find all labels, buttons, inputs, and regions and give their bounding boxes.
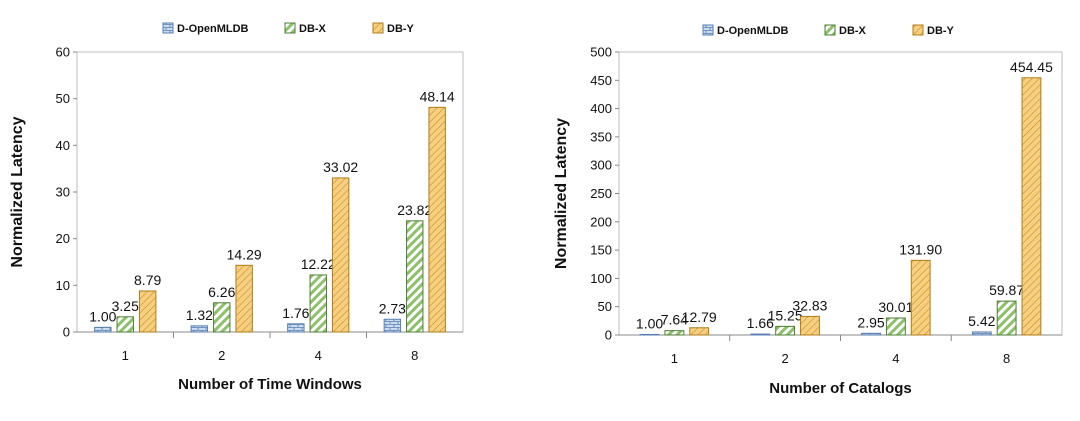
legend-label-db-x: DB-X xyxy=(839,25,867,37)
legend-swatch-d-openmldb xyxy=(162,22,174,34)
plot-frame xyxy=(76,51,464,333)
legend-swatch-db-y xyxy=(372,22,384,34)
bar-d-openmldb xyxy=(750,333,771,336)
y-tick-label: 400 xyxy=(590,101,612,116)
x-axis-title: Number of Time Windows xyxy=(178,376,362,393)
data-label: 30.01 xyxy=(878,299,913,315)
bar-d-openmldb xyxy=(383,318,402,333)
bar-db-x xyxy=(116,316,134,333)
y-tick-label: 500 xyxy=(590,45,612,60)
bar-db-y xyxy=(910,259,931,336)
x-tick-label: 8 xyxy=(1003,351,1010,366)
legend-swatch-d-openmldb xyxy=(702,24,714,36)
y-tick-label: 300 xyxy=(590,158,612,173)
data-label: 5.42 xyxy=(968,313,995,329)
bar-db-y xyxy=(331,177,350,333)
bar-db-y xyxy=(428,106,446,333)
chart-time-windows: 0 10 20 30 40 50 60 1 1.003.25 8.79 2 1.32 6.26 14.29… xyxy=(9,22,464,393)
data-label: 2.95 xyxy=(857,314,884,330)
legend-label-db-x: DB-X xyxy=(299,23,327,35)
legend-label-db-y: DB-Y xyxy=(387,23,415,35)
bar-d-openmldb xyxy=(861,332,881,336)
data-label: 1.00 xyxy=(89,308,116,324)
bar-db-y xyxy=(235,264,253,333)
y-tick-label: 0 xyxy=(63,325,70,340)
bar-db-x xyxy=(775,325,796,336)
data-label: 48.14 xyxy=(420,88,455,104)
y-tick-label: 50 xyxy=(56,91,70,106)
y-axis-title: Normalized Latency xyxy=(9,116,26,267)
y-tick-label: 100 xyxy=(590,271,612,286)
bar-db-y xyxy=(800,315,820,336)
y-tick-label: 50 xyxy=(598,299,612,314)
bar-db-y xyxy=(689,327,710,336)
data-label: 12.22 xyxy=(301,256,336,272)
legend-label-d-openmldb: D-OpenMLDB xyxy=(717,25,789,37)
data-label: 6.26 xyxy=(208,284,235,300)
legend-swatch-db-x xyxy=(824,24,836,36)
y-tick-label: 10 xyxy=(56,278,70,293)
x-tick-label: 2 xyxy=(782,351,789,366)
y-tick-label: 0 xyxy=(605,328,612,343)
bar-db-x xyxy=(213,302,231,333)
x-tick-label: 4 xyxy=(315,348,322,363)
y-tick-label: 150 xyxy=(590,243,612,258)
legend-swatch-db-x xyxy=(284,22,296,34)
data-label: 1.66 xyxy=(747,315,774,331)
bar-db-x xyxy=(996,300,1017,336)
x-tick-label: 4 xyxy=(892,351,899,366)
y-tick-label: 40 xyxy=(56,138,70,153)
x-tick-label: 1 xyxy=(122,348,129,363)
bar-db-x xyxy=(309,274,327,333)
data-label: 454.45 xyxy=(1010,59,1053,75)
y-tick-label: 30 xyxy=(56,185,70,200)
data-label: 1.32 xyxy=(186,307,213,323)
y-axis-title: Normalized Latency xyxy=(553,118,570,269)
legend-swatch-db-y xyxy=(912,24,924,36)
x-axis-title: Number of Catalogs xyxy=(769,380,912,397)
y-tick-label: 250 xyxy=(590,186,612,201)
data-label: 33.02 xyxy=(323,159,358,175)
bar-d-openmldb xyxy=(639,333,660,336)
data-label: 12.79 xyxy=(682,309,717,325)
data-label: 1.00 xyxy=(636,315,663,331)
x-tick-label: 8 xyxy=(411,348,418,363)
data-label: 131.90 xyxy=(899,241,942,257)
chart-catalogs: 05010015020025030035040045050011.007.641… xyxy=(553,24,1063,397)
bar-d-openmldb xyxy=(94,326,112,333)
data-label: 8.79 xyxy=(134,272,161,288)
y-tick-label: 200 xyxy=(590,214,612,229)
y-tick-label: 20 xyxy=(56,231,70,246)
y-tick-label: 350 xyxy=(590,129,612,144)
x-tick-label: 2 xyxy=(218,348,225,363)
data-label: 59.87 xyxy=(989,282,1024,298)
bar-d-openmldb xyxy=(971,331,992,336)
bar-db-x xyxy=(885,317,906,336)
data-label: 32.83 xyxy=(792,297,827,313)
x-tick-label: 1 xyxy=(671,351,678,366)
y-tick-label: 60 xyxy=(56,45,70,60)
data-label: 1.76 xyxy=(282,305,309,321)
legend-label-db-y: DB-Y xyxy=(927,25,955,37)
bar-db-x xyxy=(664,330,685,336)
data-label: 23.82 xyxy=(397,202,432,218)
data-label: 7.64 xyxy=(661,312,688,328)
y-tick-label: 450 xyxy=(590,73,612,88)
bar-d-openmldb xyxy=(287,323,305,333)
data-label: 14.29 xyxy=(227,246,262,262)
bar-db-y xyxy=(138,290,157,333)
data-label: 15.25 xyxy=(768,307,803,323)
legend-label-d-openmldb: D-OpenMLDB xyxy=(177,23,249,35)
bar-d-openmldb xyxy=(190,325,209,333)
bar-db-x xyxy=(406,220,424,333)
data-label: 3.25 xyxy=(112,298,139,314)
bar-db-y xyxy=(1021,77,1042,336)
data-label: 2.73 xyxy=(379,300,406,316)
